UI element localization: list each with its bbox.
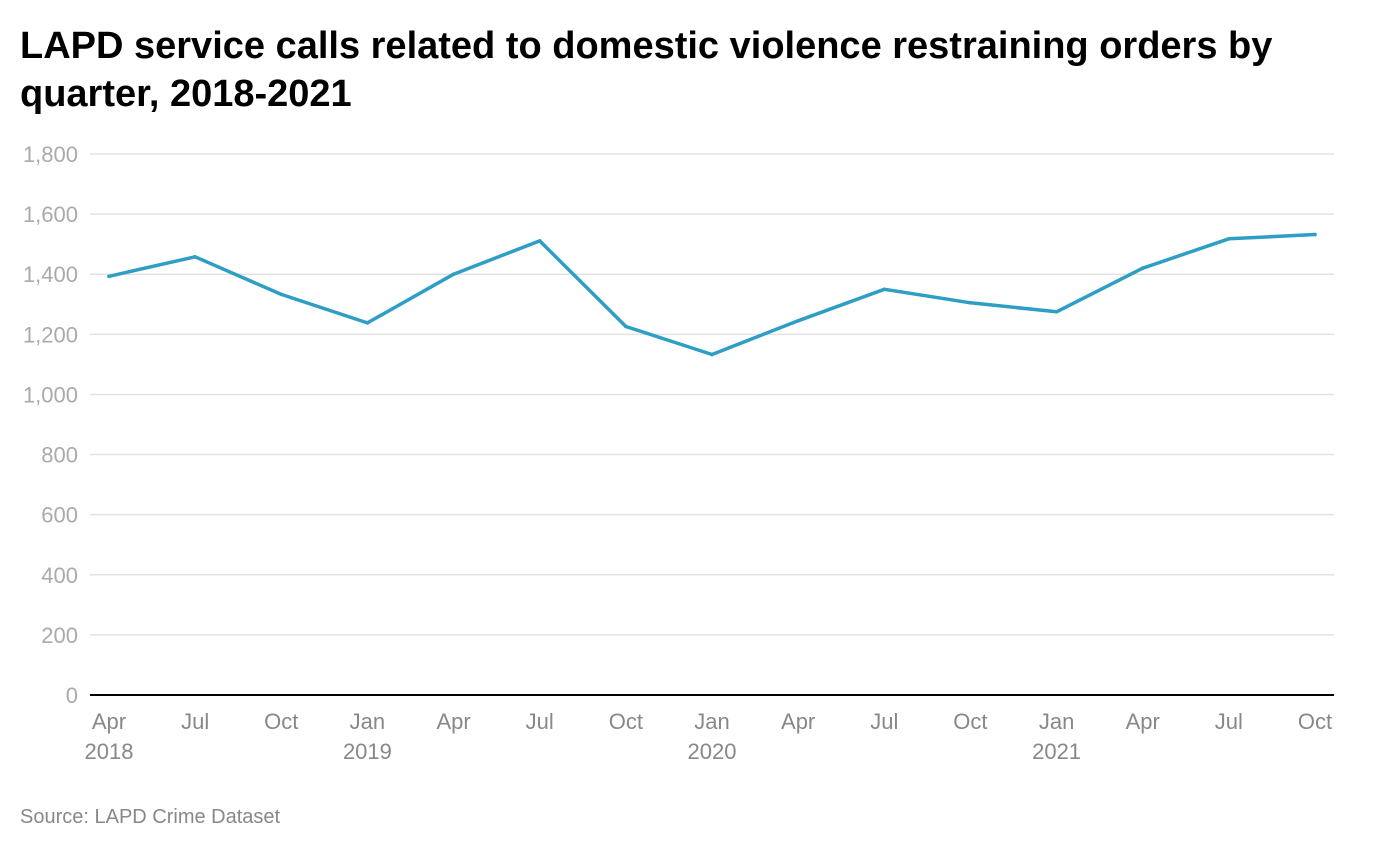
x-tick-label: Jul: [526, 709, 554, 734]
x-tick-label: Jan: [1039, 709, 1074, 734]
data-point: [796, 319, 800, 323]
data-point: [107, 274, 111, 279]
x-tick-year-label: 2019: [343, 739, 392, 764]
data-point: [1227, 236, 1231, 241]
x-tick-label: Jan: [694, 709, 729, 734]
data-point: [279, 292, 284, 297]
series-group: [107, 232, 1317, 357]
x-tick-label: Jul: [181, 709, 209, 734]
x-tick-year-label: 2021: [1032, 739, 1081, 764]
series-line: [107, 232, 1317, 357]
x-tick-year-label: 2020: [688, 739, 737, 764]
y-tick-label: 1,200: [23, 322, 78, 347]
y-axis-ticks: 0 200 400 600 800 1,000 1,200 1,400 1,600 1,800: [23, 142, 78, 708]
data-point: [193, 254, 197, 259]
data-point: [1313, 232, 1317, 237]
chart-title: LAPD service calls related to domestic v…: [20, 25, 1273, 115]
x-tick-label: Oct: [1298, 709, 1332, 734]
x-tick-label: Oct: [953, 709, 987, 734]
y-tick-label: 800: [41, 443, 78, 468]
line-chart: 0 200 400 600 800 1,000 1,200 1,400 1,600 1,800 A…: [23, 142, 1334, 764]
data-point: [710, 352, 714, 357]
gridlines: [90, 153, 1334, 636]
x-tick-label: Jul: [870, 709, 898, 734]
data-point: [882, 287, 887, 292]
x-tick-label: Apr: [1126, 709, 1160, 734]
y-tick-label: 600: [41, 503, 78, 528]
data-point: [537, 239, 542, 243]
data-point: [451, 272, 456, 277]
y-tick-label: 1,600: [23, 202, 78, 227]
source-note: Source: LAPD Crime Dataset: [20, 806, 281, 828]
y-tick-label: 400: [41, 563, 78, 588]
x-tick-label: Apr: [436, 709, 470, 734]
x-tick-label: Oct: [264, 709, 298, 734]
data-point: [624, 324, 628, 329]
data-point: [365, 321, 370, 325]
data-point: [1054, 309, 1059, 314]
x-tick-label: Jul: [1215, 709, 1243, 734]
x-tick-label: Apr: [92, 709, 126, 734]
y-tick-label: 0: [66, 683, 78, 708]
y-tick-label: 1,800: [23, 142, 78, 167]
data-point: [1140, 266, 1145, 271]
y-tick-label: 200: [41, 623, 78, 648]
y-tick-label: 1,000: [23, 382, 78, 407]
x-axis-ticks: Apr 2018 Jul Oct Jan 2019 Apr Jul Oct Jan 2020 Apr J…: [85, 709, 1333, 764]
x-tick-label: Apr: [781, 709, 815, 734]
x-tick-label: Oct: [609, 709, 643, 734]
x-tick-label: Jan: [350, 709, 385, 734]
y-tick-label: 1,400: [23, 262, 78, 287]
data-point: [968, 300, 973, 305]
x-tick-year-label: 2018: [85, 739, 134, 764]
